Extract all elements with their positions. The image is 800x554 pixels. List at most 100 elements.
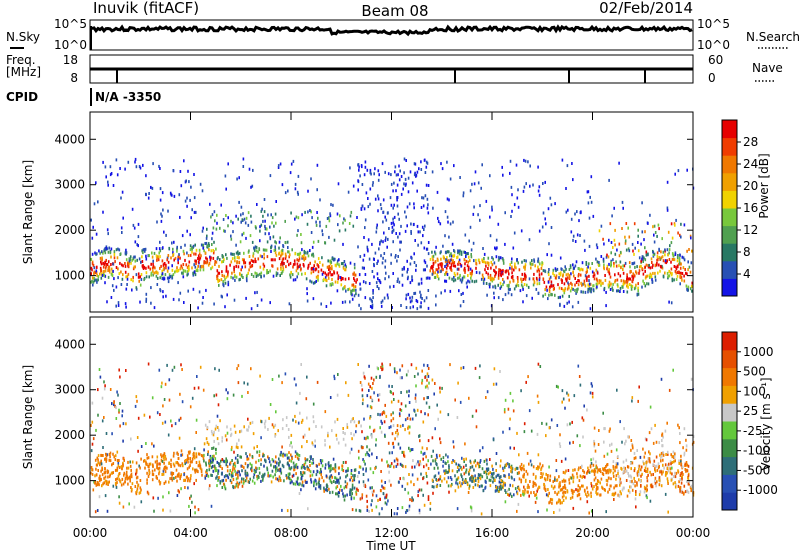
echo-cell xyxy=(342,242,344,246)
echo-cell xyxy=(407,176,410,180)
echo-cell xyxy=(514,467,517,471)
echo-cell xyxy=(202,264,204,268)
echo-cell xyxy=(593,478,596,482)
echo-cell xyxy=(467,268,470,272)
echo-cell xyxy=(553,287,555,291)
echo-cell xyxy=(437,266,440,270)
echo-cell xyxy=(686,489,688,493)
echo-cell xyxy=(350,488,353,492)
echo-cell xyxy=(317,257,320,261)
echo-cell xyxy=(104,251,107,255)
echo-cell xyxy=(581,268,584,272)
echo-cell xyxy=(558,272,560,276)
echo-cell xyxy=(286,476,288,480)
echo-cell xyxy=(336,492,339,496)
echo-cell xyxy=(221,295,223,299)
echo-cell xyxy=(189,460,192,464)
echo-cell xyxy=(269,174,272,178)
echo-cell xyxy=(145,257,148,261)
echo-cell xyxy=(591,391,594,395)
echo-cell xyxy=(670,267,673,271)
echo-cell xyxy=(589,266,592,270)
echo-cell xyxy=(504,293,507,297)
echo-cell xyxy=(666,208,669,212)
echo-cell xyxy=(282,418,284,422)
echo-cell xyxy=(141,260,144,263)
echo-cell xyxy=(570,230,573,234)
echo-cell xyxy=(408,202,411,206)
echo-cell xyxy=(211,265,214,269)
echo-cell xyxy=(248,167,251,171)
echo-cell xyxy=(135,492,138,496)
echo-cell xyxy=(418,167,420,171)
echo-cell xyxy=(295,463,298,467)
echo-cell xyxy=(352,288,354,292)
echo-cell xyxy=(262,214,264,218)
echo-cell xyxy=(225,457,227,461)
echo-cell xyxy=(471,474,473,478)
echo-cell xyxy=(141,249,143,253)
echo-cell xyxy=(619,274,622,278)
echo-cell xyxy=(521,260,523,264)
echo-cell xyxy=(400,175,403,178)
echo-cell xyxy=(301,213,303,217)
echo-cell xyxy=(662,275,665,279)
echo-cell xyxy=(259,374,261,378)
echo-cell xyxy=(523,272,526,276)
echo-cell xyxy=(194,468,196,472)
echo-cell xyxy=(147,265,150,269)
echo-cell xyxy=(162,404,164,408)
echo-cell xyxy=(361,430,363,434)
echo-cell xyxy=(444,289,446,293)
echo-cell xyxy=(574,240,577,243)
echo-cell xyxy=(276,267,279,271)
echo-cell xyxy=(211,237,213,241)
echo-cell xyxy=(337,223,339,227)
echo-cell xyxy=(278,257,281,261)
echo-cell xyxy=(517,188,519,192)
nsky-tick-high: 10^5 xyxy=(54,17,87,31)
echo-cell xyxy=(541,263,543,267)
echo-cell xyxy=(515,163,518,167)
echo-cell xyxy=(120,483,123,487)
echo-cell xyxy=(536,489,538,493)
echo-cell xyxy=(363,459,365,463)
echo-cell xyxy=(246,382,249,386)
echo-cell xyxy=(390,253,392,257)
echo-cell xyxy=(236,367,238,371)
echo-cell xyxy=(239,240,242,244)
echo-cell xyxy=(600,255,603,258)
echo-cell xyxy=(215,447,217,451)
echo-cell xyxy=(552,284,555,288)
echo-cell xyxy=(506,462,509,466)
echo-cell xyxy=(683,491,685,495)
echo-cell xyxy=(503,280,505,284)
echo-cell xyxy=(101,250,103,254)
echo-cell xyxy=(566,391,568,395)
echo-cell xyxy=(191,457,194,461)
echo-cell xyxy=(627,465,630,469)
echo-cell xyxy=(422,196,425,200)
echo-cell xyxy=(126,474,128,478)
echo-cell xyxy=(687,260,689,264)
echo-cell xyxy=(679,485,682,489)
echo-cell xyxy=(625,222,628,225)
echo-cell xyxy=(216,437,219,441)
echo-cell xyxy=(576,233,579,237)
echo-cell xyxy=(589,287,591,291)
echo-cell xyxy=(226,256,228,260)
echo-cell xyxy=(131,258,133,262)
echo-cell xyxy=(288,263,290,267)
echo-cell xyxy=(378,393,381,397)
echo-cell xyxy=(397,399,400,403)
echo-cell xyxy=(647,282,650,286)
echo-cell xyxy=(100,459,102,463)
echo-cell xyxy=(424,171,427,174)
echo-cell xyxy=(168,480,170,484)
echo-cell xyxy=(421,225,424,229)
echo-cell xyxy=(681,477,683,481)
echo-cell xyxy=(638,464,641,468)
echo-cell xyxy=(637,249,640,253)
echo-cell xyxy=(319,486,322,490)
echo-cell xyxy=(610,282,612,286)
